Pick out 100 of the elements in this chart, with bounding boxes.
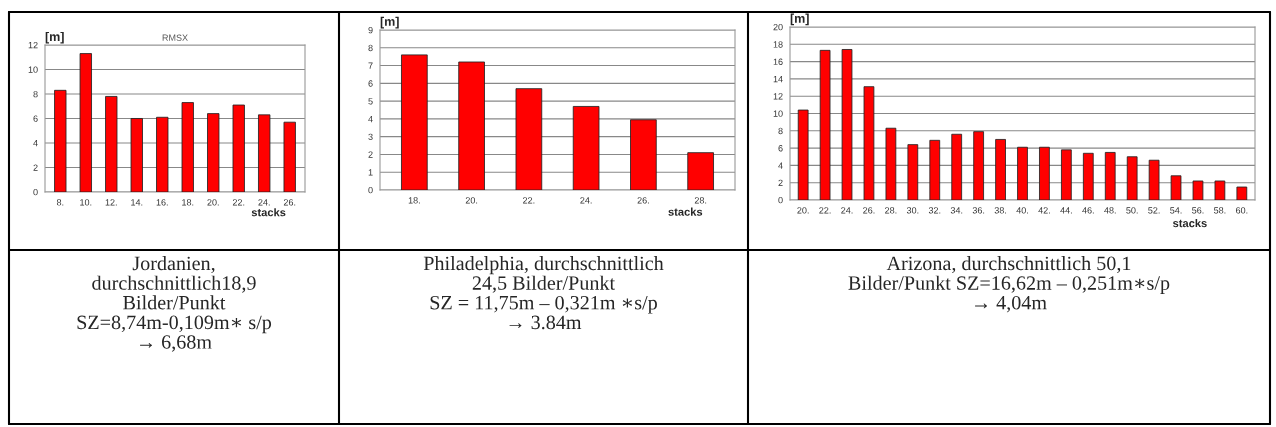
bar <box>907 144 919 200</box>
x-tick-label: 56. <box>1192 207 1204 214</box>
x-tick-label: 30. <box>906 207 919 214</box>
bar <box>819 49 831 200</box>
bar <box>54 89 67 192</box>
bar <box>1126 156 1138 200</box>
y-tick-label: 8 <box>33 90 38 98</box>
x-tick-label: 44. <box>1060 207 1072 214</box>
bar <box>1104 152 1116 200</box>
x-tick-label: 52. <box>1148 207 1160 214</box>
x-tick-label: 18. <box>182 199 194 206</box>
y-tick-label: 8 <box>778 127 783 135</box>
x-tick-label: 8. <box>56 199 64 206</box>
x-tick-label: 58. <box>1213 207 1226 214</box>
bar <box>401 54 428 190</box>
x-tick-label: 50. <box>1126 207 1138 214</box>
x-tick-label: 22. <box>232 199 245 206</box>
y-tick-label: 16 <box>773 58 783 65</box>
y-tick-label: 4 <box>368 115 373 123</box>
x-tick-label: 10. <box>80 199 92 206</box>
x-tick-label: 34. <box>950 207 963 214</box>
x-tick-label: 24. <box>580 197 592 204</box>
bar <box>995 139 1006 200</box>
x-tick-label: 20. <box>207 199 219 206</box>
y-tick-label: 6 <box>33 115 38 122</box>
y-tick-label: 2 <box>778 179 783 186</box>
x-tick-label: 24. <box>841 207 853 214</box>
x-tick-label: 54. <box>1170 207 1182 214</box>
bar <box>130 118 143 192</box>
bar <box>1061 149 1072 200</box>
x-tick-label: 28. <box>694 197 707 204</box>
x-tick-label: 14. <box>131 199 143 206</box>
x-tick-label: 22. <box>523 197 535 204</box>
bar <box>951 133 963 200</box>
text: Jordanien, durchschnittlich18,9 Bilder/Punkt SZ=8,74m-0,109m∗ s/p → 6,68m <box>77 256 272 352</box>
x-tick-label: 36. <box>972 207 985 214</box>
x-tick-label: 48. <box>1104 207 1116 214</box>
bar <box>207 113 220 192</box>
y-tick-label: 2 <box>368 151 373 158</box>
bar <box>1170 175 1182 200</box>
y-tick-label: 14 <box>773 75 783 83</box>
bar <box>630 119 657 190</box>
x-tick-label: 60. <box>1236 207 1248 214</box>
bar <box>1236 186 1248 200</box>
y-tick-label: 9 <box>368 26 373 34</box>
bar <box>458 61 485 190</box>
bar <box>885 127 897 200</box>
y-axis-title: [m] <box>380 16 399 29</box>
y-tick-label: 12 <box>28 41 38 49</box>
x-axis-title: stacks <box>251 208 286 217</box>
y-tick-label: 7 <box>368 62 373 69</box>
text: Arizona, durchschnittlich 50,1 Bilder/Punkt SZ=16,62m – 0,251m∗s/p → 4,04m <box>848 256 1170 313</box>
y-tick-label: 4 <box>778 162 783 169</box>
bar <box>797 109 809 200</box>
x-tick-label: 38. <box>994 207 1007 214</box>
y-tick-label: 5 <box>368 98 373 105</box>
bar <box>863 86 875 200</box>
bar <box>929 139 941 200</box>
bar <box>1039 146 1050 200</box>
x-tick-label: 22. <box>819 207 831 214</box>
x-tick-label: 26. <box>637 197 649 204</box>
bar <box>232 104 245 192</box>
y-tick-label: 1 <box>368 169 373 176</box>
x-tick-label: 20. <box>465 197 478 204</box>
x-tick-label: 28. <box>885 207 897 214</box>
x-tick-label: 46. <box>1082 207 1094 214</box>
y-axis-title: [m] <box>790 13 809 26</box>
y-tick-label: 10 <box>28 66 38 73</box>
y-tick-label: 18 <box>773 41 783 48</box>
bar <box>181 102 194 192</box>
y-tick-label: 12 <box>773 93 783 100</box>
bar <box>1214 180 1226 200</box>
x-tick-label: 12. <box>105 199 117 206</box>
y-tick-label: 3 <box>368 133 373 141</box>
x-tick-label: 32. <box>928 207 941 214</box>
x-axis-title: stacks <box>668 207 703 216</box>
y-tick-label: 6 <box>778 145 783 152</box>
bar <box>1192 180 1204 200</box>
y-tick-label: 4 <box>33 140 38 147</box>
y-tick-label: 0 <box>33 188 38 196</box>
x-tick-label: 26. <box>283 199 296 206</box>
x-tick-label: 42. <box>1038 207 1050 214</box>
bar <box>156 116 169 192</box>
bar <box>105 96 118 192</box>
x-tick-label: 20. <box>797 207 809 214</box>
bar <box>1017 146 1028 200</box>
bar <box>572 106 600 190</box>
x-axis-title: stacks <box>1172 219 1207 228</box>
x-tick-label: 40. <box>1016 207 1028 214</box>
bar <box>515 88 543 190</box>
bar <box>973 131 984 200</box>
y-tick-label: 2 <box>33 164 38 171</box>
bar <box>79 53 92 192</box>
bar <box>283 121 296 192</box>
x-tick-label: 26. <box>863 207 875 214</box>
chart-title: RMSX <box>162 34 188 41</box>
bar <box>258 114 271 192</box>
bar <box>1148 159 1160 200</box>
x-tick-label: 18. <box>408 197 420 204</box>
y-tick-label: 20 <box>773 23 783 31</box>
